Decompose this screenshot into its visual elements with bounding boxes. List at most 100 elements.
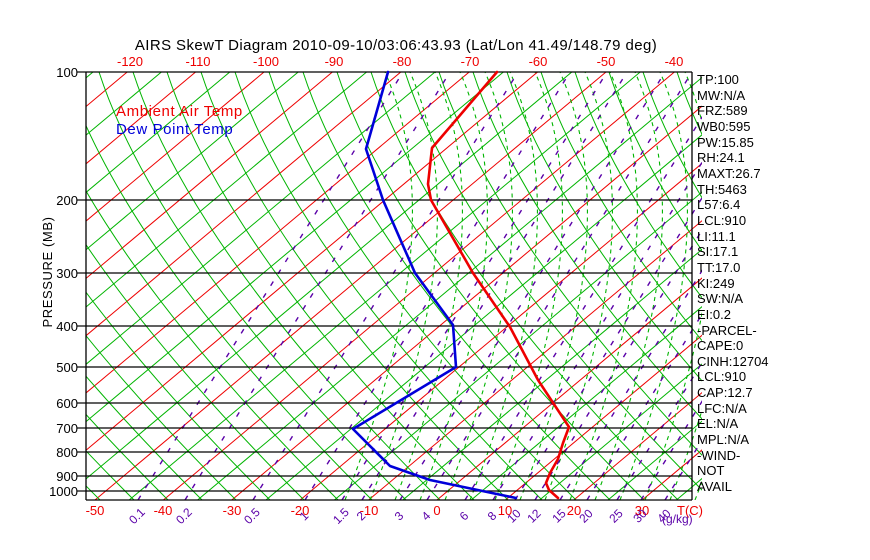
- stats-line-13: KI:249: [697, 275, 735, 291]
- isotherm-minor-15C: [539, 363, 702, 500]
- isotherm-major--10C: [368, 220, 702, 500]
- stats-line-20: CAP:12.7: [697, 385, 753, 401]
- moist-adiabat: [820, 72, 870, 500]
- ambient-temp-trace: [426, 70, 571, 500]
- bottom-temp-tick-30: 30: [634, 503, 650, 518]
- isotherm-major--40C: [163, 72, 675, 500]
- dry-adiabat: [132, 72, 441, 500]
- bottom-temp-tick--30: -30: [222, 503, 242, 518]
- dry-adiabat: [200, 72, 509, 500]
- isotherm-minor--75C: [86, 72, 436, 365]
- isotherm-minor--65C: [86, 72, 504, 423]
- isotherm-major--100C: [86, 72, 265, 222]
- pressure-tick-700: 700: [56, 421, 78, 436]
- moist-adiabat: [394, 72, 463, 500]
- moist-adiabat: [494, 72, 563, 500]
- pressure-tick-600: 600: [56, 396, 78, 411]
- stats-line-14: SW:N/A: [697, 291, 743, 307]
- stats-line-23: MPL:N/A: [697, 432, 750, 448]
- mixing-ratio-line-0.5: [252, 72, 519, 500]
- bottom-temp-tick--50: -50: [85, 503, 105, 518]
- bottom-temp-tick-20: 20: [566, 503, 582, 518]
- stats-line-5: RH:24.1: [697, 150, 745, 166]
- mixing-ratio-line-4: [426, 72, 693, 500]
- top-temp-tick--120: -120: [116, 54, 144, 69]
- top-temp-tick--100: -100: [252, 54, 280, 69]
- bottom-temp-tick--40: -40: [153, 503, 173, 518]
- isotherm-major--50C: [94, 72, 607, 500]
- dry-adiabat: [404, 72, 702, 491]
- stats-line-8: L57:6.4: [697, 197, 741, 213]
- isotherm-minor--95C: [86, 72, 299, 251]
- isotherm-minor-25C: [607, 420, 702, 500]
- stats-line-1: MW:N/A: [697, 87, 746, 103]
- stats-line-25: NOT: [697, 463, 725, 479]
- stats-line-10: LI:11.1: [697, 228, 736, 244]
- stats-line-16: -PARCEL-: [697, 322, 757, 338]
- stats-line-18: CINH:12704: [697, 353, 769, 369]
- isotherm-minor--105C: [86, 72, 231, 194]
- moist-adiabat: [619, 72, 688, 500]
- bottom-temp-tick--20: -20: [290, 503, 310, 518]
- stats-line-22: EL:N/A: [697, 416, 739, 432]
- moist-adiabat: [419, 72, 488, 500]
- dry-adiabat: [642, 72, 702, 199]
- dry-adiabat: [676, 72, 702, 136]
- dry-adiabat: [438, 72, 702, 456]
- bottom-temp-tick--10: -10: [359, 503, 379, 518]
- pressure-tick-900: 900: [56, 469, 78, 484]
- stats-line-15: EI:0.2: [697, 306, 731, 322]
- isotherm-minor--55C: [86, 72, 573, 480]
- pressure-tick-800: 800: [56, 445, 78, 460]
- dry-adiabat: [268, 72, 577, 500]
- top-temp-tick--80: -80: [392, 54, 412, 69]
- stats-line-19: LCL:910: [697, 369, 747, 385]
- moist-adiabat: [344, 72, 413, 500]
- dry-adiabat: [86, 334, 237, 500]
- moist-adiabat: [444, 72, 513, 500]
- stats-line-6: MAXT:26.7: [697, 165, 761, 181]
- isotherm-major--90C: [86, 72, 333, 280]
- dewpoint-temp-trace: [351, 70, 518, 500]
- dry-adiabat: [86, 375, 203, 500]
- stats-line-17: CAPE:0: [697, 338, 744, 354]
- stats-line-3: WB0:595: [697, 118, 751, 134]
- mixing-unit-label: (g/kg): [662, 512, 693, 526]
- dry-adiabat: [234, 72, 543, 500]
- pressure-tick-400: 400: [56, 319, 78, 334]
- isotherm-major-10C: [505, 334, 702, 500]
- background-lines: [86, 72, 870, 500]
- moist-adiabat: [369, 72, 438, 500]
- dry-adiabat: [86, 189, 339, 500]
- moist-adiabat: [519, 72, 588, 500]
- isotherm-minor--5C: [402, 248, 702, 500]
- stats-line-24: -WIND-: [697, 447, 741, 463]
- dry-adiabat: [574, 72, 702, 299]
- isotherm-major--110C: [86, 72, 196, 165]
- sounding-stats-panel: TP:100 MW:N/A FRZ:589 WB0:595 PW:15.85 RH:24.…: [697, 72, 807, 495]
- dry-adiabat: [608, 72, 702, 252]
- stats-line-21: LFC:N/A: [697, 400, 747, 416]
- top-temp-tick--40: -40: [664, 54, 684, 69]
- dry-adiabat: [336, 72, 645, 500]
- moist-adiabat: [594, 72, 663, 500]
- pressure-tick-300: 300: [56, 266, 78, 281]
- page-title: AIRS SkewT Diagram 2010-09-10/03:06:43.9…: [134, 37, 658, 54]
- dry-adiabat: [813, 72, 870, 500]
- top-temp-tick--90: -90: [324, 54, 344, 69]
- dry-adiabat: [98, 72, 407, 500]
- isotherm-minor--35C: [197, 76, 702, 500]
- stats-line-26: AVAIL: [697, 479, 732, 495]
- isotherm-minor--45C: [128, 72, 641, 500]
- mixing-ratio-line-1: [304, 72, 571, 500]
- dry-adiabat: [847, 72, 870, 500]
- top-temp-tick--50: -50: [596, 54, 616, 69]
- moist-adiabat: [569, 72, 638, 500]
- isotherm-minor--15C: [334, 191, 702, 500]
- dry-adiabat: [540, 72, 702, 342]
- dry-adiabat: [166, 72, 475, 500]
- isotherm-major--30C: [231, 105, 702, 500]
- isotherm-major-20C: [573, 391, 702, 500]
- dry-adiabat: [86, 413, 169, 500]
